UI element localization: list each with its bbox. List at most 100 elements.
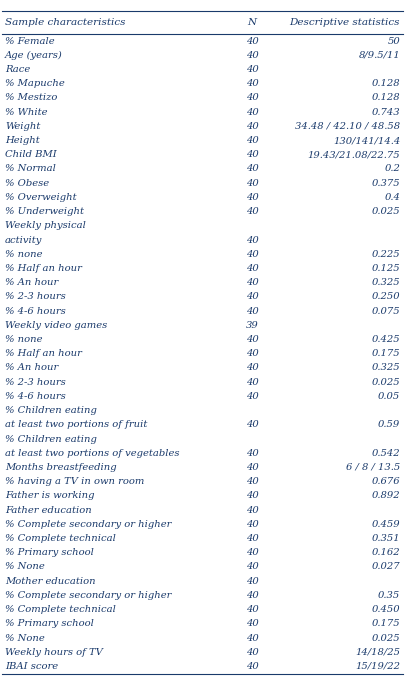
Text: 0.459: 0.459 <box>371 520 400 529</box>
Text: 0.676: 0.676 <box>371 477 400 486</box>
Text: 0.125: 0.125 <box>371 264 400 273</box>
Text: 40: 40 <box>245 264 258 273</box>
Text: % none: % none <box>5 250 43 259</box>
Text: % Primary school: % Primary school <box>5 548 94 557</box>
Text: 0.175: 0.175 <box>371 619 400 628</box>
Text: 0.250: 0.250 <box>371 293 400 301</box>
Text: 0.35: 0.35 <box>378 591 400 600</box>
Text: 40: 40 <box>245 207 258 216</box>
Text: 40: 40 <box>245 520 258 529</box>
Text: 0.743: 0.743 <box>371 108 400 117</box>
Text: % Complete secondary or higher: % Complete secondary or higher <box>5 520 171 529</box>
Text: Father education: Father education <box>5 506 92 515</box>
Text: 0.325: 0.325 <box>371 363 400 373</box>
Text: 0.025: 0.025 <box>371 634 400 642</box>
Text: 0.351: 0.351 <box>371 534 400 543</box>
Text: Weight: Weight <box>5 122 40 131</box>
Text: 40: 40 <box>245 534 258 543</box>
Text: 40: 40 <box>245 378 258 386</box>
Text: Descriptive statistics: Descriptive statistics <box>290 18 400 27</box>
Text: % Obese: % Obese <box>5 179 49 187</box>
Text: 40: 40 <box>245 605 258 614</box>
Text: % Complete technical: % Complete technical <box>5 534 116 543</box>
Text: 40: 40 <box>245 662 258 671</box>
Text: Weekly video games: Weekly video games <box>5 321 107 330</box>
Text: 0.892: 0.892 <box>371 492 400 500</box>
Text: 40: 40 <box>245 307 258 316</box>
Text: 0.027: 0.027 <box>371 562 400 572</box>
Text: % 4-6 hours: % 4-6 hours <box>5 307 66 316</box>
Text: 40: 40 <box>245 477 258 486</box>
Text: 34.48 / 42.10 / 48.58: 34.48 / 42.10 / 48.58 <box>295 122 400 131</box>
Text: 130/141/14.4: 130/141/14.4 <box>333 136 400 145</box>
Text: 40: 40 <box>245 108 258 117</box>
Text: % Mestizo: % Mestizo <box>5 94 57 103</box>
Text: 40: 40 <box>245 648 258 657</box>
Text: 40: 40 <box>245 179 258 187</box>
Text: % Half an hour: % Half an hour <box>5 264 82 273</box>
Text: 40: 40 <box>245 548 258 557</box>
Text: IBAI score: IBAI score <box>5 662 58 671</box>
Text: % Normal: % Normal <box>5 164 56 173</box>
Text: 40: 40 <box>245 619 258 628</box>
Text: 8/9.5/11: 8/9.5/11 <box>358 51 400 60</box>
Text: 0.375: 0.375 <box>371 179 400 187</box>
Text: 40: 40 <box>245 562 258 572</box>
Text: N: N <box>247 18 256 27</box>
Text: 40: 40 <box>245 492 258 500</box>
Text: Age (years): Age (years) <box>5 51 63 60</box>
Text: 40: 40 <box>245 363 258 373</box>
Text: 0.162: 0.162 <box>371 548 400 557</box>
Text: 40: 40 <box>245 65 258 74</box>
Text: % An hour: % An hour <box>5 278 58 287</box>
Text: % None: % None <box>5 634 45 642</box>
Text: activity: activity <box>5 236 42 244</box>
Text: 40: 40 <box>245 634 258 642</box>
Text: 0.025: 0.025 <box>371 378 400 386</box>
Text: % Underweight: % Underweight <box>5 207 84 216</box>
Text: % Children eating: % Children eating <box>5 435 97 443</box>
Text: 40: 40 <box>245 236 258 244</box>
Text: Weekly physical: Weekly physical <box>5 221 86 230</box>
Text: 0.128: 0.128 <box>371 94 400 103</box>
Text: 0.542: 0.542 <box>371 449 400 458</box>
Text: 40: 40 <box>245 193 258 202</box>
Text: 40: 40 <box>245 449 258 458</box>
Text: 0.025: 0.025 <box>371 207 400 216</box>
Text: Sample characteristics: Sample characteristics <box>5 18 126 27</box>
Text: % none: % none <box>5 335 43 344</box>
Text: % having a TV in own room: % having a TV in own room <box>5 477 144 486</box>
Text: 40: 40 <box>245 349 258 359</box>
Text: 40: 40 <box>245 136 258 145</box>
Text: % Complete technical: % Complete technical <box>5 605 116 614</box>
Text: 0.425: 0.425 <box>371 335 400 344</box>
Text: 50: 50 <box>388 37 400 45</box>
Text: 15/19/22: 15/19/22 <box>355 662 400 671</box>
Text: 40: 40 <box>245 122 258 131</box>
Text: % Complete secondary or higher: % Complete secondary or higher <box>5 591 171 600</box>
Text: 40: 40 <box>245 576 258 586</box>
Text: 6 / 8 / 13.5: 6 / 8 / 13.5 <box>346 463 400 472</box>
Text: at least two portions of fruit: at least two portions of fruit <box>5 420 147 429</box>
Text: 0.450: 0.450 <box>371 605 400 614</box>
Text: % None: % None <box>5 562 45 572</box>
Text: % Mapuche: % Mapuche <box>5 79 65 88</box>
Text: 0.128: 0.128 <box>371 79 400 88</box>
Text: % Female: % Female <box>5 37 55 45</box>
Text: 0.59: 0.59 <box>378 420 400 429</box>
Text: 0.225: 0.225 <box>371 250 400 259</box>
Text: 19.43/21.08/22.75: 19.43/21.08/22.75 <box>307 150 400 160</box>
Text: Weekly hours of TV: Weekly hours of TV <box>5 648 103 657</box>
Text: Race: Race <box>5 65 30 74</box>
Text: % 4-6 hours: % 4-6 hours <box>5 392 66 401</box>
Text: 40: 40 <box>245 335 258 344</box>
Text: 40: 40 <box>245 150 258 160</box>
Text: 40: 40 <box>245 420 258 429</box>
Text: Mother education: Mother education <box>5 576 96 586</box>
Text: 40: 40 <box>245 164 258 173</box>
Text: 0.175: 0.175 <box>371 349 400 359</box>
Text: % Half an hour: % Half an hour <box>5 349 82 359</box>
Text: 40: 40 <box>245 250 258 259</box>
Text: 40: 40 <box>245 37 258 45</box>
Text: % Children eating: % Children eating <box>5 406 97 415</box>
